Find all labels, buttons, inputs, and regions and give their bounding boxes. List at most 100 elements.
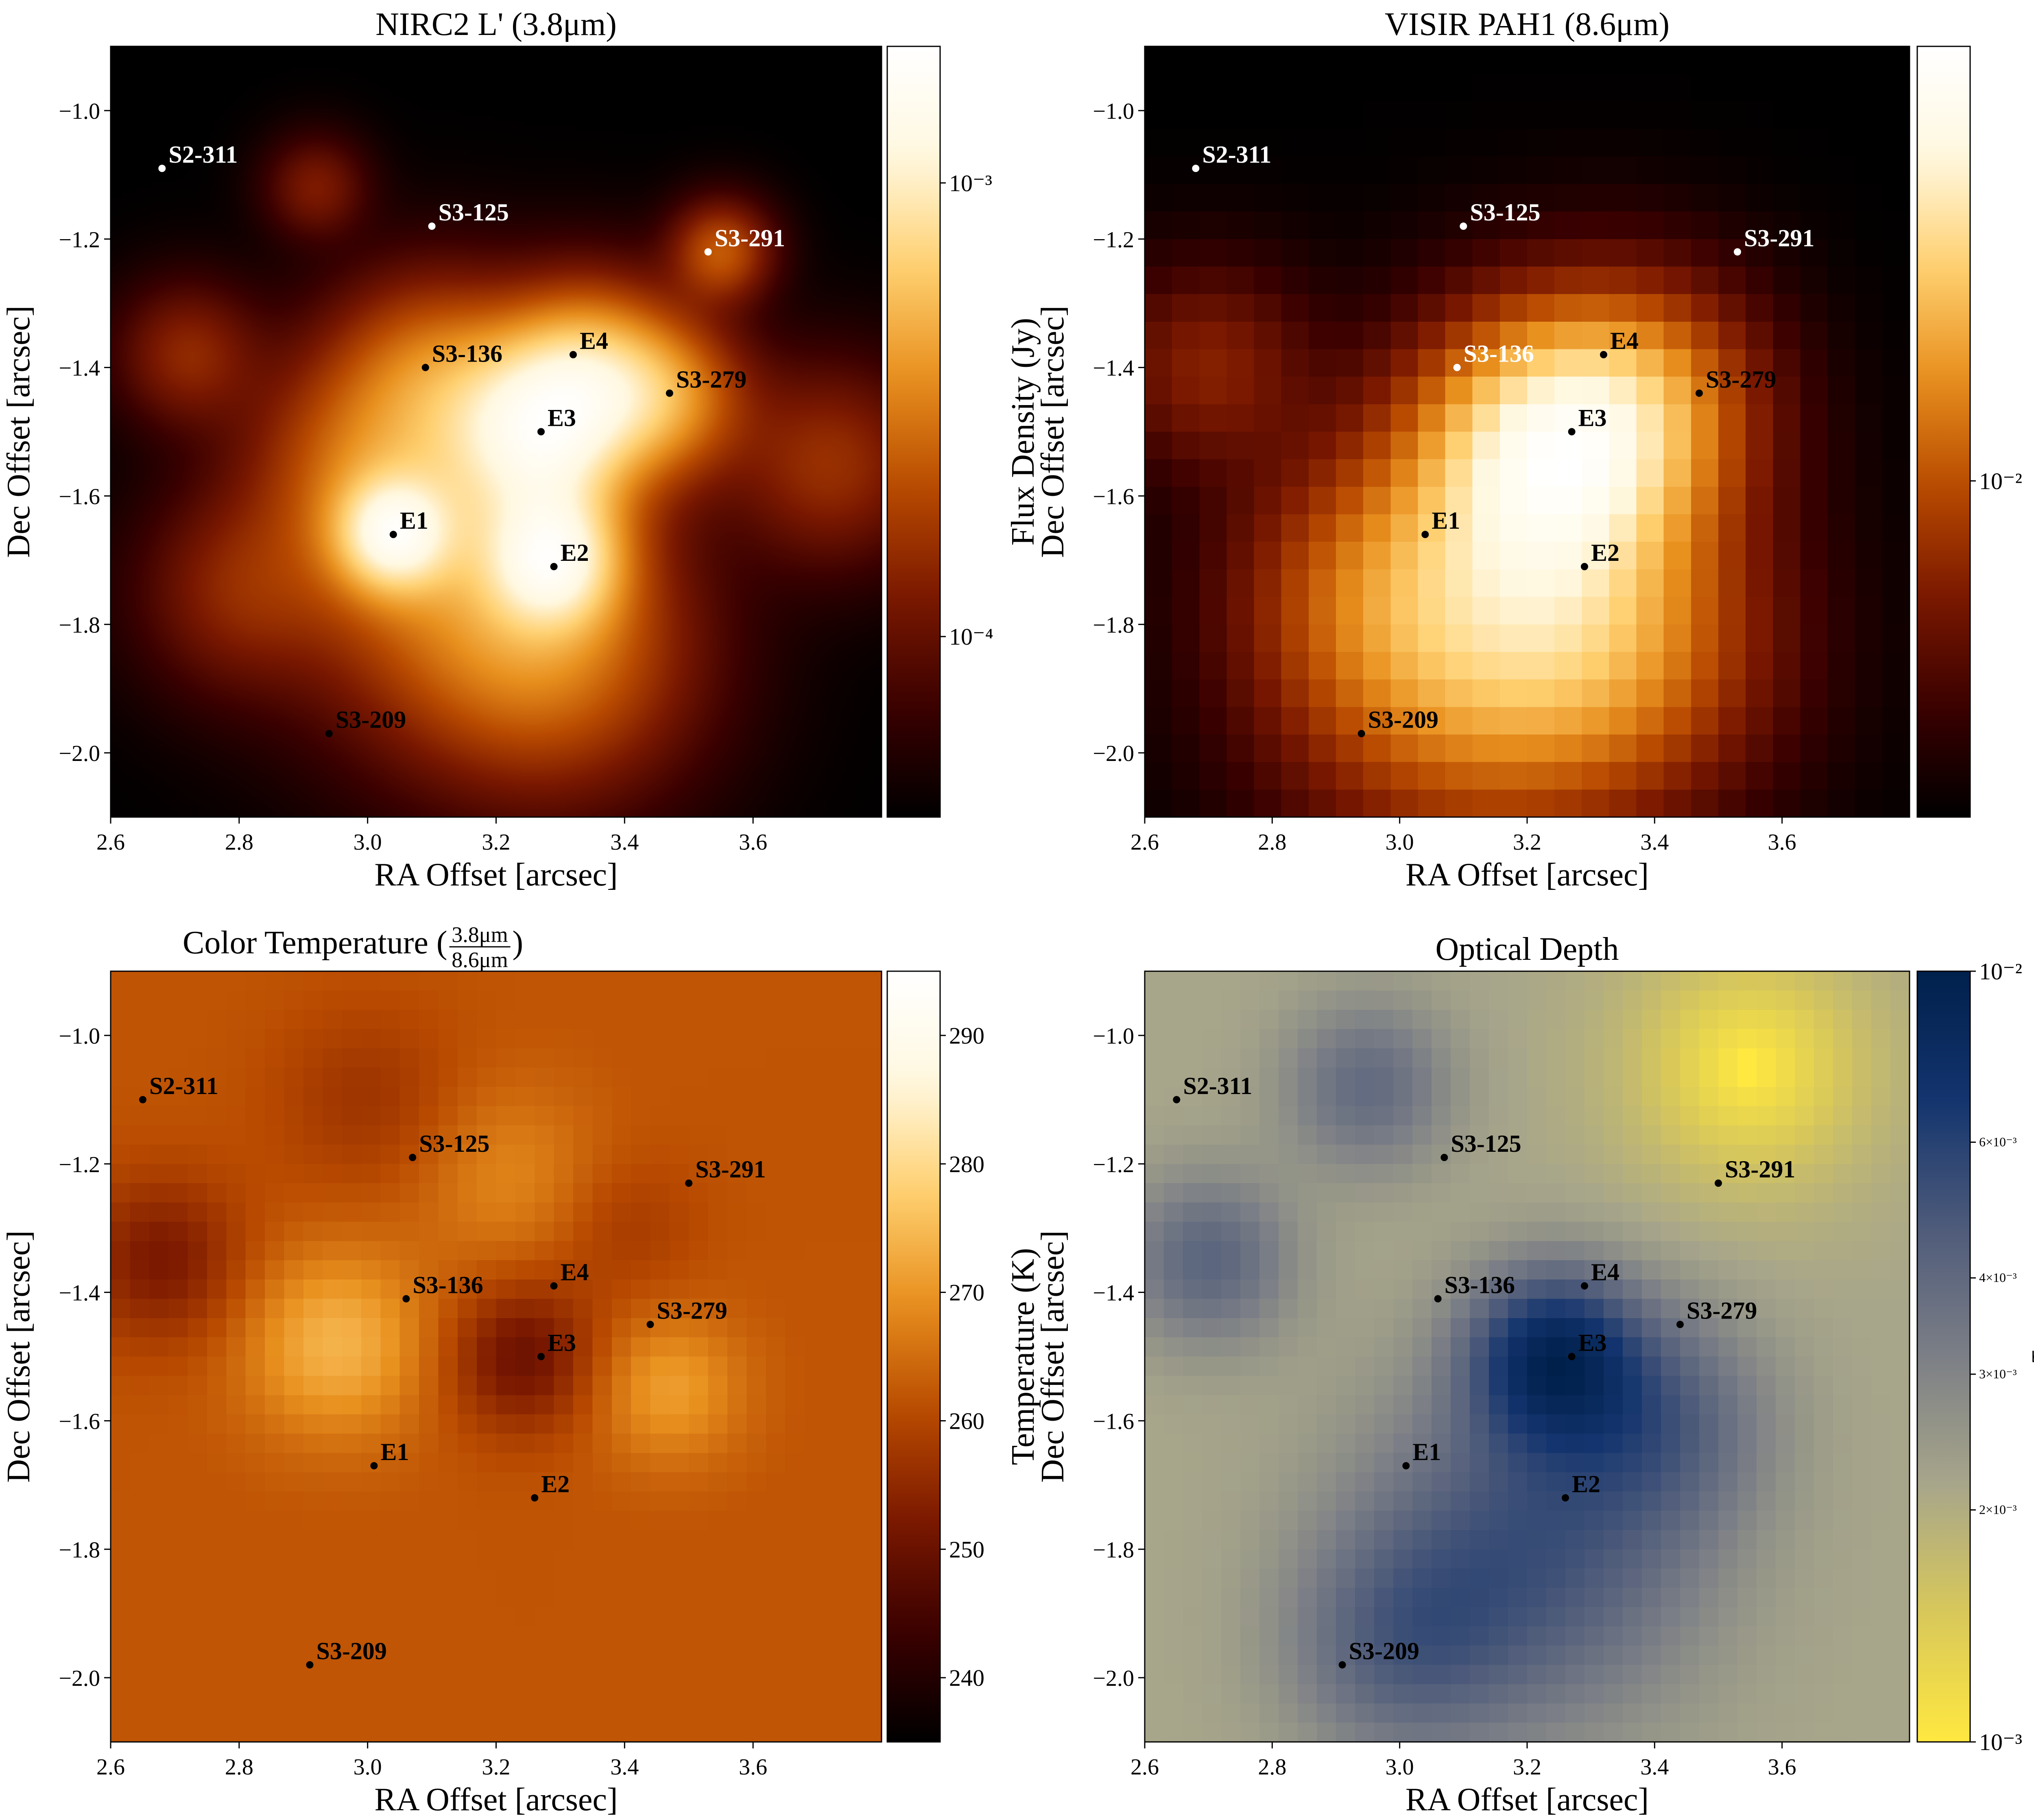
- source-label: S3-209: [1349, 1638, 1419, 1665]
- source-marker: [666, 389, 673, 397]
- colorbar-tick-label: 10⁻³: [1979, 1729, 2022, 1755]
- source-marker: [1440, 1153, 1448, 1161]
- source-label: E2: [541, 1471, 570, 1497]
- y-axis-label: Dec Offset [arcsec]: [1035, 1230, 1071, 1482]
- source-marker: [139, 1096, 146, 1103]
- source-label: E3: [548, 405, 576, 432]
- y-tick-label: −2.0: [59, 1666, 100, 1691]
- source-marker: [1568, 1353, 1576, 1360]
- source-label: S3-125: [419, 1130, 489, 1157]
- x-tick-label: 2.6: [96, 830, 125, 855]
- source-marker: [421, 364, 429, 371]
- x-tick-label: 3.2: [482, 830, 511, 855]
- source-label: E1: [380, 1439, 409, 1465]
- source-marker: [158, 165, 166, 172]
- source-marker: [550, 563, 558, 571]
- source-marker: [1460, 222, 1467, 230]
- x-tick-label: 3.0: [1386, 1755, 1414, 1780]
- source-label: S3-291: [695, 1156, 766, 1183]
- colorbar-tick-label: 2×10⁻³: [1979, 1502, 2017, 1517]
- heatmap-colortemp: [111, 971, 882, 1742]
- source-label: S2-311: [1183, 1072, 1252, 1099]
- colorbar-label: Flux Density (Jy): [1005, 318, 1041, 546]
- x-tick-label: 3.6: [739, 1755, 767, 1780]
- colorbar-tick-label: 270: [949, 1279, 984, 1306]
- y-tick-label: −1.8: [59, 612, 100, 638]
- y-tick-label: −1.0: [1093, 99, 1134, 124]
- y-tick-label: −1.8: [59, 1537, 100, 1563]
- x-tick-label: 2.6: [1130, 1755, 1159, 1780]
- source-marker: [428, 222, 436, 230]
- source-marker: [1715, 1179, 1722, 1187]
- source-marker: [1192, 165, 1200, 172]
- source-label: E4: [1591, 1259, 1619, 1286]
- source-label: S3-125: [1470, 199, 1540, 226]
- y-tick-label: −1.8: [1093, 612, 1134, 638]
- y-tick-label: −1.0: [1093, 1024, 1134, 1049]
- source-marker: [1338, 1661, 1346, 1669]
- source-label: S3-279: [657, 1297, 727, 1324]
- source-label: E1: [1432, 507, 1460, 534]
- panel-visir: 2.6 2.8 3.0 3.2 3.4 3.6 −1.0 −1.2 −1.4 −1.6 −1.8 −2…: [1035, 7, 2022, 893]
- x-tick-label: 2.8: [1258, 1755, 1286, 1780]
- source-label: E1: [400, 507, 428, 534]
- x-tick-label: 3.0: [354, 830, 382, 855]
- source-label: S3-291: [1744, 225, 1814, 251]
- source-label: S3-279: [676, 366, 746, 393]
- x-axis-label: RA Offset [arcsec]: [1405, 857, 1649, 893]
- x-tick-label: 3.0: [1386, 830, 1414, 855]
- source-marker: [1453, 364, 1461, 371]
- source-marker: [1696, 389, 1703, 397]
- colorbar: [886, 46, 941, 818]
- panel-colortemp: 2.6 2.8 3.0 3.2 3.4 3.6 −1.0 −1.2 −1.4 −1.6 −1.8 −2…: [1, 922, 1041, 1818]
- colorbar-tick-label: 250: [949, 1536, 984, 1563]
- title-denominator: 8.6μm: [452, 948, 508, 972]
- title-close-paren: ): [513, 925, 524, 961]
- source-label: S2-311: [1202, 141, 1271, 168]
- source-marker: [531, 1494, 539, 1502]
- source-marker: [1600, 351, 1607, 358]
- chart-title: NIRC2 L' (3.8μm): [375, 7, 617, 42]
- source-label: S3-279: [1706, 366, 1776, 393]
- y-axis-label: Dec Offset [arcsec]: [1, 1230, 37, 1482]
- source-marker: [1734, 248, 1741, 256]
- source-marker: [646, 1321, 654, 1328]
- colorbar-tick-label: 280: [949, 1151, 984, 1177]
- source-label: S3-209: [316, 1638, 387, 1665]
- y-tick-label: −1.4: [59, 356, 100, 381]
- source-marker: [1402, 1462, 1410, 1469]
- source-marker: [306, 1661, 314, 1669]
- source-marker: [1357, 730, 1365, 737]
- source-marker: [537, 428, 545, 436]
- source-marker: [1434, 1295, 1442, 1303]
- source-label: E2: [561, 539, 589, 566]
- source-label: E3: [1578, 1330, 1607, 1356]
- x-tick-label: 3.6: [739, 830, 767, 855]
- heatmap-opticaldepth: [1145, 971, 1910, 1742]
- source-label: E1: [1412, 1439, 1441, 1465]
- source-marker: [1562, 1494, 1569, 1502]
- title-numerator: 3.8μm: [452, 922, 508, 947]
- source-marker: [704, 248, 712, 256]
- y-tick-label: −1.2: [59, 1152, 100, 1177]
- source-label: S3-136: [1464, 340, 1534, 367]
- source-marker: [1676, 1321, 1684, 1328]
- chart-title: VISIR PAH1 (8.6μm): [1385, 7, 1670, 42]
- x-tick-label: 2.8: [225, 1755, 253, 1780]
- source-label: S2-311: [168, 141, 238, 168]
- y-tick-label: −1.6: [1093, 1409, 1134, 1434]
- source-label: S3-136: [432, 340, 502, 367]
- y-tick-label: −1.6: [59, 484, 100, 509]
- y-tick-label: −1.4: [59, 1281, 100, 1306]
- colorbar: [886, 970, 941, 1743]
- source-label: E4: [580, 327, 608, 354]
- x-tick-label: 3.2: [482, 1755, 511, 1780]
- y-tick-label: −1.6: [1093, 484, 1134, 509]
- x-tick-label: 2.6: [1130, 830, 1159, 855]
- source-label: S3-136: [412, 1271, 483, 1298]
- x-tick-label: 3.2: [1513, 830, 1541, 855]
- x-tick-label: 3.6: [1768, 830, 1796, 855]
- y-axis-label: Dec Offset [arcsec]: [1035, 305, 1071, 558]
- source-label: E2: [1572, 1471, 1600, 1497]
- x-tick-label: 3.0: [354, 1755, 382, 1780]
